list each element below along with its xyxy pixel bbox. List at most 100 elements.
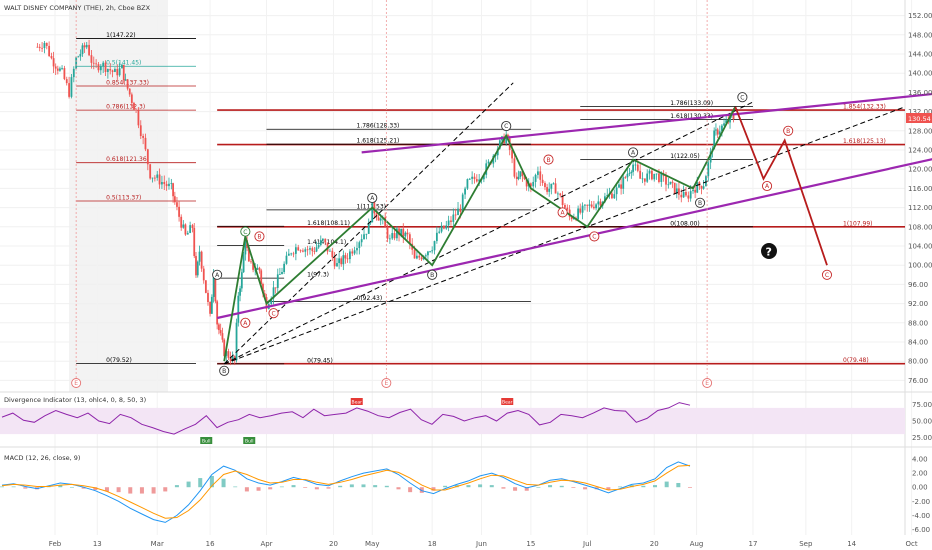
candle-body bbox=[319, 240, 322, 246]
fib-level-label: 1(111.53) bbox=[357, 203, 387, 210]
fib-level-label: 1.414(104.1) bbox=[307, 239, 346, 246]
candle-body bbox=[231, 356, 234, 361]
candle-body bbox=[338, 258, 341, 264]
candle-body bbox=[161, 182, 163, 185]
candle-body bbox=[128, 88, 131, 95]
candle-body bbox=[716, 129, 719, 135]
event-circle bbox=[381, 378, 392, 388]
candle-body bbox=[336, 263, 338, 267]
candle-body bbox=[685, 191, 687, 196]
candle-body bbox=[106, 69, 109, 73]
candle-body bbox=[525, 179, 528, 187]
candle-body bbox=[290, 253, 293, 255]
purple-channel bbox=[216, 92, 932, 320]
candle-body bbox=[457, 208, 459, 216]
wave-label-circle bbox=[501, 120, 512, 132]
wave-label-circle bbox=[212, 269, 223, 280]
candle-body bbox=[88, 44, 90, 56]
price-tick: 124.00 bbox=[908, 147, 932, 155]
candle-body bbox=[487, 161, 490, 164]
candle-body bbox=[435, 232, 438, 242]
fib-level-label: 1.618(108.11) bbox=[307, 220, 350, 227]
price-tick: 108.00 bbox=[908, 223, 932, 231]
candle-body bbox=[513, 158, 516, 177]
macd-histogram-bar bbox=[664, 481, 669, 488]
candle-body bbox=[299, 250, 302, 252]
candle-body bbox=[274, 287, 277, 289]
candle-body bbox=[732, 113, 735, 120]
macd-histogram-bar bbox=[186, 481, 191, 488]
candle-body bbox=[297, 247, 300, 251]
candle-body bbox=[632, 164, 634, 172]
candle-body bbox=[694, 189, 697, 193]
candle-body bbox=[353, 250, 356, 254]
candle-body bbox=[77, 56, 80, 58]
candle-body bbox=[586, 204, 589, 206]
candle-body bbox=[680, 194, 683, 198]
macd-histogram-bar bbox=[349, 484, 354, 488]
signal-line bbox=[1, 464, 691, 519]
price-tag: 130.54 bbox=[908, 115, 931, 123]
time-tick: Mar bbox=[151, 540, 164, 548]
candle-body bbox=[511, 149, 513, 159]
candle-body bbox=[379, 218, 382, 221]
candle-body bbox=[643, 178, 646, 182]
candle-body bbox=[454, 214, 457, 216]
candle-body bbox=[384, 217, 387, 227]
candle-body bbox=[707, 162, 710, 177]
candle-body bbox=[626, 173, 629, 178]
candle-body bbox=[561, 195, 564, 206]
candle-body bbox=[445, 225, 448, 229]
macd-histogram-bar bbox=[303, 487, 308, 488]
candle-body bbox=[242, 254, 245, 273]
macd-tick: 2.00 bbox=[912, 470, 928, 478]
time-tick: 20 bbox=[650, 540, 659, 548]
candle-body bbox=[667, 184, 670, 186]
candle-body bbox=[365, 233, 368, 235]
candle-body bbox=[281, 272, 283, 275]
candle-body bbox=[570, 216, 573, 220]
candle-body bbox=[104, 62, 107, 73]
macd-tick: 4.00 bbox=[912, 456, 928, 464]
fib-level-label: 1(122.05) bbox=[670, 153, 700, 160]
candle-body bbox=[229, 357, 232, 361]
macd-histogram-bar bbox=[314, 487, 319, 490]
candle-body bbox=[81, 45, 84, 54]
candle-body bbox=[165, 184, 168, 187]
wave-label-text: A bbox=[765, 183, 770, 190]
fib-level-label: 0(79.45) bbox=[307, 357, 333, 364]
wave-label-text: C bbox=[592, 234, 596, 241]
macd-histogram-bar bbox=[221, 478, 226, 488]
candle-body bbox=[239, 288, 241, 296]
wave-label-circle bbox=[628, 147, 639, 158]
fib-level-label: 0.5(141.45) bbox=[106, 60, 141, 67]
macd-histogram-bar bbox=[536, 487, 541, 488]
divergence-tick: 25.00 bbox=[912, 434, 932, 442]
badge-text: Bear bbox=[502, 399, 513, 405]
fib-level-label: 0(79.48) bbox=[843, 357, 869, 364]
candle-body bbox=[473, 176, 476, 180]
candle-body bbox=[557, 193, 559, 195]
candle-body bbox=[651, 170, 653, 180]
candle-body bbox=[529, 183, 532, 187]
candle-body bbox=[548, 188, 551, 192]
wave-label-circle bbox=[240, 226, 251, 237]
time-tick: Feb bbox=[49, 540, 62, 548]
candle-body bbox=[702, 186, 705, 189]
candle-body bbox=[65, 79, 68, 84]
badge-text: Bull bbox=[245, 438, 253, 444]
macd-tick: -6.00 bbox=[912, 526, 930, 534]
wave-label-text: C bbox=[825, 272, 829, 279]
time-tick: 16 bbox=[206, 540, 215, 548]
candle-body bbox=[278, 274, 281, 275]
macd-histogram-bar bbox=[268, 487, 273, 490]
candle-body bbox=[537, 171, 539, 175]
macd-histogram-bar bbox=[431, 487, 436, 491]
candle-body bbox=[653, 173, 656, 180]
candle-body bbox=[519, 171, 522, 177]
candle-body bbox=[41, 47, 43, 49]
candle-body bbox=[427, 251, 429, 256]
candle-body bbox=[658, 173, 660, 182]
macd-histogram-bar bbox=[443, 485, 448, 488]
price-tag-bg bbox=[906, 113, 932, 123]
